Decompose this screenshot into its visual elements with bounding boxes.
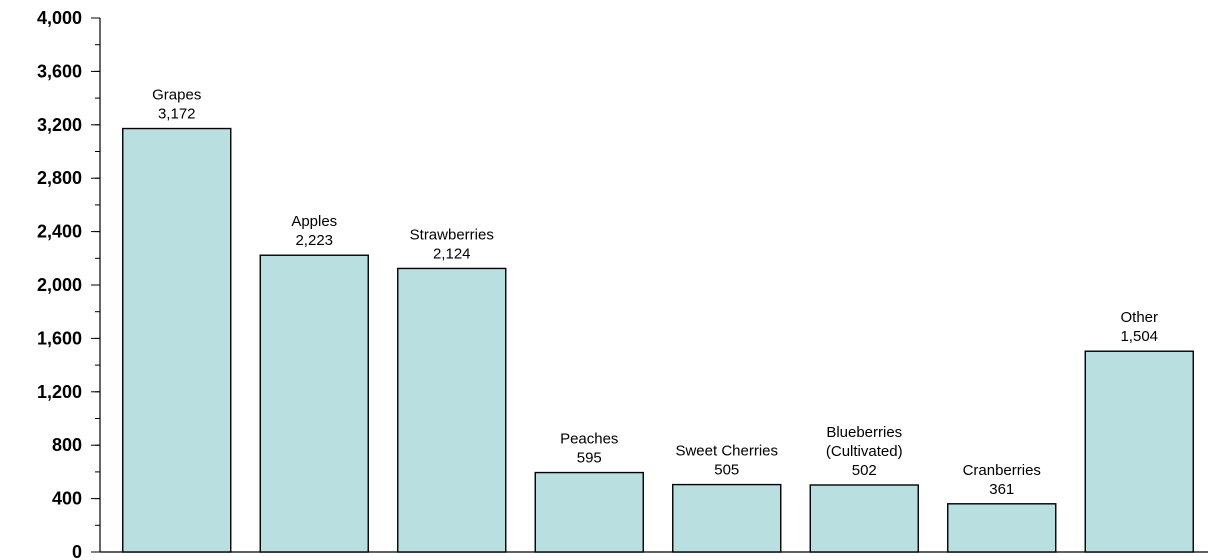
bar-value-label: 1,504 <box>1120 328 1158 345</box>
bar-other <box>1084 350 1194 553</box>
bar-category-label: (Cultivated) <box>826 443 903 460</box>
bar-category-label: Other <box>1120 309 1158 326</box>
bar-category-label: Blueberries <box>826 424 902 441</box>
y-tick-label: 1,200 <box>37 382 82 402</box>
bar-category-label: Sweet Cherries <box>675 443 778 460</box>
bar-value-label: 3,172 <box>158 106 196 123</box>
y-tick-label: 2,800 <box>37 168 82 188</box>
y-tick-label: 1,600 <box>37 328 82 348</box>
y-tick-label: 400 <box>52 489 82 509</box>
bar-peaches <box>534 471 644 553</box>
bar-category-label: Peaches <box>560 431 618 448</box>
y-tick-label: 2,000 <box>37 275 82 295</box>
y-tick-label: 0 <box>72 542 82 560</box>
bar-category-label: Cranberries <box>963 462 1041 479</box>
chart-bar-labels: Grapes 3,172 Apples 2,223 Strawberries 2,124 P… <box>152 87 1158 498</box>
bar-cranberries <box>947 503 1057 553</box>
y-tick-label: 3,200 <box>37 115 82 135</box>
bar-value-label: 2,124 <box>433 245 471 262</box>
bar-value-label: 502 <box>852 462 877 479</box>
y-tick-label: 4,000 <box>37 8 82 28</box>
bar-category-label: Grapes <box>152 87 201 104</box>
y-tick-label: 3,600 <box>37 61 82 81</box>
y-tick-label: 800 <box>52 435 82 455</box>
bar-blueberries <box>809 484 919 553</box>
bar-category-label: Strawberries <box>410 226 494 243</box>
y-tick-label: 2,400 <box>37 222 82 242</box>
bar-category-label: Apples <box>291 213 337 230</box>
bar-apples <box>259 254 369 553</box>
chart-bars <box>122 127 1194 553</box>
bar-value-label: 505 <box>714 462 739 479</box>
bar-value-label: 595 <box>577 450 602 467</box>
bar-sweet-cherries <box>672 483 782 553</box>
bar-value-label: 2,223 <box>295 232 333 249</box>
bar-grapes <box>122 127 232 553</box>
bar-strawberries <box>397 267 507 553</box>
bar-value-label: 361 <box>989 481 1014 498</box>
